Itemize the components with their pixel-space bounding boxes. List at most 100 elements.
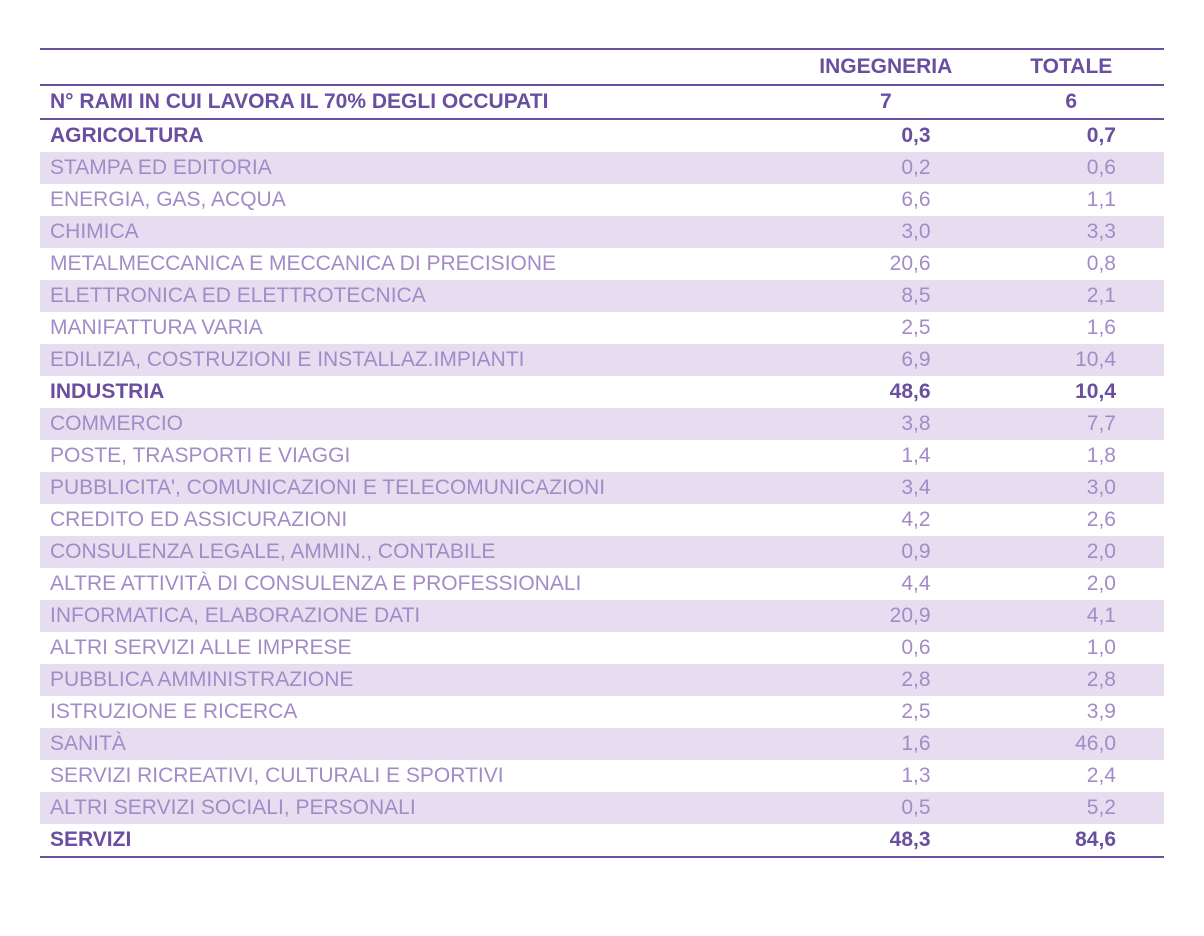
- rami-totale: 6: [979, 85, 1164, 119]
- table-row: CONSULENZA LEGALE, AMMIN., CONTABILE0,92…: [40, 536, 1164, 568]
- row-label: ALTRI SERVIZI SOCIALI, PERSONALI: [40, 792, 793, 824]
- row-ingegneria: 3,0: [793, 216, 978, 248]
- table-row: ISTRUZIONE E RICERCA2,53,9: [40, 696, 1164, 728]
- row-totale: 2,0: [979, 568, 1164, 600]
- header-totale: TOTALE: [979, 49, 1164, 85]
- row-totale: 5,2: [979, 792, 1164, 824]
- row-label: ELETTRONICA ED ELETTROTECNICA: [40, 280, 793, 312]
- row-totale: 84,6: [979, 824, 1164, 857]
- row-label: ALTRE ATTIVITÀ DI CONSULENZA E PROFESSIO…: [40, 568, 793, 600]
- row-totale: 0,8: [979, 248, 1164, 280]
- row-label: PUBBLICITA', COMUNICAZIONI E TELECOMUNIC…: [40, 472, 793, 504]
- row-totale: 0,7: [979, 119, 1164, 152]
- row-totale: 1,8: [979, 440, 1164, 472]
- row-ingegneria: 0,5: [793, 792, 978, 824]
- row-ingegneria: 4,4: [793, 568, 978, 600]
- row-label: AGRICOLTURA: [40, 119, 793, 152]
- row-totale: 10,4: [979, 344, 1164, 376]
- row-totale: 3,0: [979, 472, 1164, 504]
- row-label: SANITÀ: [40, 728, 793, 760]
- row-label: ENERGIA, GAS, ACQUA: [40, 184, 793, 216]
- table-row: MANIFATTURA VARIA2,51,6: [40, 312, 1164, 344]
- row-totale: 2,4: [979, 760, 1164, 792]
- row-ingegneria: 1,6: [793, 728, 978, 760]
- page: INGEGNERIA TOTALE N° RAMI IN CUI LAVORA …: [0, 0, 1204, 936]
- row-totale: 10,4: [979, 376, 1164, 408]
- row-label: METALMECCANICA E MECCANICA DI PRECISIONE: [40, 248, 793, 280]
- table-row: INFORMATICA, ELABORAZIONE DATI20,94,1: [40, 600, 1164, 632]
- table-row: METALMECCANICA E MECCANICA DI PRECISIONE…: [40, 248, 1164, 280]
- row-ingegneria: 6,6: [793, 184, 978, 216]
- table-row: SERVIZI RICREATIVI, CULTURALI E SPORTIVI…: [40, 760, 1164, 792]
- row-totale: 0,6: [979, 152, 1164, 184]
- row-totale: 2,6: [979, 504, 1164, 536]
- table-row: PUBBLICA AMMINISTRAZIONE2,82,8: [40, 664, 1164, 696]
- table-row: ALTRI SERVIZI SOCIALI, PERSONALI0,55,2: [40, 792, 1164, 824]
- row-label: EDILIZIA, COSTRUZIONI E INSTALLAZ.IMPIAN…: [40, 344, 793, 376]
- table-row: ALTRE ATTIVITÀ DI CONSULENZA E PROFESSIO…: [40, 568, 1164, 600]
- table-row: EDILIZIA, COSTRUZIONI E INSTALLAZ.IMPIAN…: [40, 344, 1164, 376]
- table-row: INDUSTRIA48,610,4: [40, 376, 1164, 408]
- table-row: SERVIZI48,384,6: [40, 824, 1164, 857]
- row-ingegneria: 0,6: [793, 632, 978, 664]
- row-ingegneria: 20,6: [793, 248, 978, 280]
- rami-label: N° RAMI IN CUI LAVORA IL 70% DEGLI OCCUP…: [40, 85, 793, 119]
- row-totale: 3,3: [979, 216, 1164, 248]
- table-header-row: INGEGNERIA TOTALE: [40, 49, 1164, 85]
- header-blank: [40, 49, 793, 85]
- row-label: SERVIZI: [40, 824, 793, 857]
- row-ingegneria: 1,3: [793, 760, 978, 792]
- row-label: ALTRI SERVIZI ALLE IMPRESE: [40, 632, 793, 664]
- row-totale: 1,0: [979, 632, 1164, 664]
- rami-row: N° RAMI IN CUI LAVORA IL 70% DEGLI OCCUP…: [40, 85, 1164, 119]
- table-row: CREDITO ED ASSICURAZIONI4,22,6: [40, 504, 1164, 536]
- table-row: ELETTRONICA ED ELETTROTECNICA8,52,1: [40, 280, 1164, 312]
- row-ingegneria: 4,2: [793, 504, 978, 536]
- row-ingegneria: 48,3: [793, 824, 978, 857]
- row-ingegneria: 1,4: [793, 440, 978, 472]
- table-row: COMMERCIO3,87,7: [40, 408, 1164, 440]
- data-table: INGEGNERIA TOTALE N° RAMI IN CUI LAVORA …: [40, 48, 1164, 858]
- row-label: POSTE, TRASPORTI E VIAGGI: [40, 440, 793, 472]
- row-ingegneria: 20,9: [793, 600, 978, 632]
- row-ingegneria: 6,9: [793, 344, 978, 376]
- row-totale: 2,1: [979, 280, 1164, 312]
- row-totale: 4,1: [979, 600, 1164, 632]
- row-ingegneria: 3,8: [793, 408, 978, 440]
- row-label: ISTRUZIONE E RICERCA: [40, 696, 793, 728]
- row-ingegneria: 48,6: [793, 376, 978, 408]
- row-label: SERVIZI RICREATIVI, CULTURALI E SPORTIVI: [40, 760, 793, 792]
- table-row: POSTE, TRASPORTI E VIAGGI1,41,8: [40, 440, 1164, 472]
- row-label: STAMPA ED EDITORIA: [40, 152, 793, 184]
- row-totale: 46,0: [979, 728, 1164, 760]
- row-label: INDUSTRIA: [40, 376, 793, 408]
- rami-ingegneria: 7: [793, 85, 978, 119]
- row-label: CHIMICA: [40, 216, 793, 248]
- row-label: CONSULENZA LEGALE, AMMIN., CONTABILE: [40, 536, 793, 568]
- row-totale: 3,9: [979, 696, 1164, 728]
- row-totale: 1,1: [979, 184, 1164, 216]
- table-row: ALTRI SERVIZI ALLE IMPRESE0,61,0: [40, 632, 1164, 664]
- table-row: STAMPA ED EDITORIA0,20,6: [40, 152, 1164, 184]
- row-ingegneria: 0,9: [793, 536, 978, 568]
- row-totale: 2,0: [979, 536, 1164, 568]
- table-row: SANITÀ1,646,0: [40, 728, 1164, 760]
- row-label: COMMERCIO: [40, 408, 793, 440]
- row-label: PUBBLICA AMMINISTRAZIONE: [40, 664, 793, 696]
- row-label: INFORMATICA, ELABORAZIONE DATI: [40, 600, 793, 632]
- row-totale: 2,8: [979, 664, 1164, 696]
- row-ingegneria: 8,5: [793, 280, 978, 312]
- row-label: CREDITO ED ASSICURAZIONI: [40, 504, 793, 536]
- header-ingegneria: INGEGNERIA: [793, 49, 978, 85]
- table-row: ENERGIA, GAS, ACQUA6,61,1: [40, 184, 1164, 216]
- row-ingegneria: 2,5: [793, 312, 978, 344]
- row-ingegneria: 3,4: [793, 472, 978, 504]
- table-row: PUBBLICITA', COMUNICAZIONI E TELECOMUNIC…: [40, 472, 1164, 504]
- table-row: CHIMICA3,03,3: [40, 216, 1164, 248]
- row-totale: 7,7: [979, 408, 1164, 440]
- row-label: MANIFATTURA VARIA: [40, 312, 793, 344]
- row-ingegneria: 2,5: [793, 696, 978, 728]
- row-ingegneria: 0,2: [793, 152, 978, 184]
- table-row: AGRICOLTURA0,30,7: [40, 119, 1164, 152]
- row-ingegneria: 0,3: [793, 119, 978, 152]
